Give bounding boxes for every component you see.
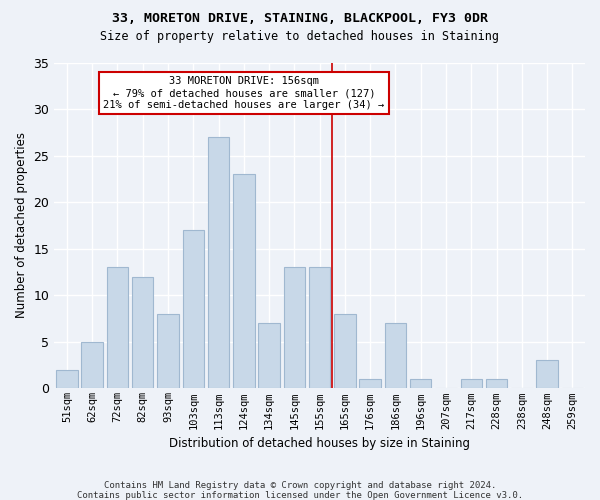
Bar	[208, 137, 229, 388]
Text: 33, MORETON DRIVE, STAINING, BLACKPOOL, FY3 0DR: 33, MORETON DRIVE, STAINING, BLACKPOOL, …	[112, 12, 488, 26]
Text: Contains public sector information licensed under the Open Government Licence v3: Contains public sector information licen…	[77, 491, 523, 500]
Bar	[334, 314, 356, 388]
Text: Contains HM Land Registry data © Crown copyright and database right 2024.: Contains HM Land Registry data © Crown c…	[104, 481, 496, 490]
Bar	[82, 342, 103, 388]
X-axis label: Distribution of detached houses by size in Staining: Distribution of detached houses by size …	[169, 437, 470, 450]
Y-axis label: Number of detached properties: Number of detached properties	[15, 132, 28, 318]
Text: Size of property relative to detached houses in Staining: Size of property relative to detached ho…	[101, 30, 499, 43]
Bar	[536, 360, 558, 388]
Bar	[259, 323, 280, 388]
Bar	[56, 370, 77, 388]
Bar	[182, 230, 204, 388]
Bar	[107, 268, 128, 388]
Bar	[157, 314, 179, 388]
Text: 33 MORETON DRIVE: 156sqm
← 79% of detached houses are smaller (127)
21% of semi-: 33 MORETON DRIVE: 156sqm ← 79% of detach…	[103, 76, 385, 110]
Bar	[233, 174, 254, 388]
Bar	[309, 268, 331, 388]
Bar	[385, 323, 406, 388]
Bar	[284, 268, 305, 388]
Bar	[410, 379, 431, 388]
Bar	[486, 379, 507, 388]
Bar	[132, 276, 154, 388]
Bar	[461, 379, 482, 388]
Bar	[359, 379, 381, 388]
